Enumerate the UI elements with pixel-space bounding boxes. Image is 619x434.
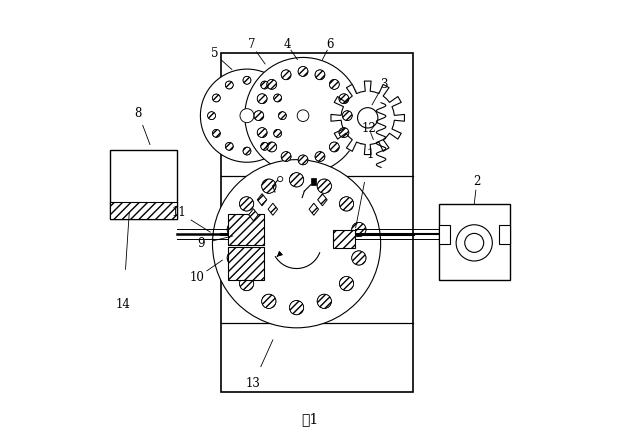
Circle shape	[212, 160, 381, 328]
Circle shape	[339, 128, 349, 138]
Text: 3: 3	[380, 78, 387, 91]
Bar	[110, 202, 177, 219]
Circle shape	[207, 112, 215, 120]
Circle shape	[212, 94, 220, 102]
Text: 11: 11	[172, 206, 187, 219]
Text: 6: 6	[326, 38, 334, 51]
Circle shape	[254, 111, 264, 121]
Circle shape	[339, 94, 349, 104]
Circle shape	[258, 128, 267, 138]
Circle shape	[315, 70, 325, 80]
Circle shape	[465, 233, 483, 252]
Text: 1: 1	[366, 148, 373, 161]
Text: 5: 5	[211, 47, 219, 60]
Circle shape	[281, 70, 291, 80]
Circle shape	[352, 251, 366, 265]
Circle shape	[279, 112, 287, 120]
Text: 9: 9	[197, 237, 205, 250]
Text: 2: 2	[473, 175, 480, 188]
Circle shape	[352, 222, 366, 237]
Bar	[499, 225, 509, 244]
Circle shape	[290, 173, 304, 187]
Circle shape	[212, 129, 220, 137]
Circle shape	[298, 155, 308, 165]
Circle shape	[456, 225, 492, 261]
Circle shape	[317, 179, 331, 193]
Circle shape	[281, 151, 291, 161]
Circle shape	[243, 147, 251, 155]
Circle shape	[261, 81, 269, 89]
Circle shape	[274, 94, 282, 102]
Circle shape	[227, 222, 241, 237]
Bar	[228, 247, 264, 279]
Bar	[311, 178, 316, 184]
Polygon shape	[318, 194, 327, 206]
Circle shape	[262, 179, 276, 193]
Circle shape	[342, 111, 352, 121]
Polygon shape	[309, 203, 319, 215]
Text: 7: 7	[248, 38, 255, 51]
Circle shape	[329, 79, 339, 89]
Circle shape	[227, 251, 241, 265]
Text: 4: 4	[284, 38, 291, 51]
Circle shape	[339, 276, 353, 291]
Text: 14: 14	[116, 298, 131, 311]
Circle shape	[262, 294, 276, 309]
Text: 13: 13	[246, 377, 261, 390]
Circle shape	[261, 142, 269, 150]
Circle shape	[245, 57, 361, 174]
Circle shape	[243, 76, 251, 84]
Circle shape	[317, 294, 331, 309]
Circle shape	[297, 110, 309, 122]
Circle shape	[240, 197, 254, 211]
Circle shape	[274, 129, 282, 137]
Text: 12: 12	[361, 122, 376, 135]
Text: 10: 10	[190, 271, 205, 284]
Bar	[439, 225, 450, 244]
Bar	[228, 214, 264, 245]
Circle shape	[225, 142, 233, 150]
Circle shape	[267, 142, 277, 152]
Polygon shape	[268, 203, 277, 215]
Polygon shape	[258, 194, 267, 206]
Circle shape	[225, 81, 233, 89]
Bar	[221, 53, 413, 391]
Bar	[439, 204, 510, 279]
Bar	[110, 150, 177, 219]
Circle shape	[298, 66, 308, 76]
Circle shape	[240, 276, 254, 291]
Circle shape	[290, 300, 304, 315]
Text: 8: 8	[134, 107, 142, 120]
Circle shape	[277, 177, 283, 182]
Text: 图1: 图1	[301, 413, 318, 427]
Circle shape	[267, 79, 277, 89]
Circle shape	[201, 69, 293, 162]
Polygon shape	[249, 209, 258, 221]
Circle shape	[339, 197, 353, 211]
Circle shape	[329, 142, 339, 152]
Circle shape	[315, 151, 325, 161]
Polygon shape	[331, 81, 404, 155]
Circle shape	[258, 94, 267, 104]
Circle shape	[240, 108, 254, 123]
Bar	[333, 230, 355, 248]
Circle shape	[358, 108, 378, 128]
